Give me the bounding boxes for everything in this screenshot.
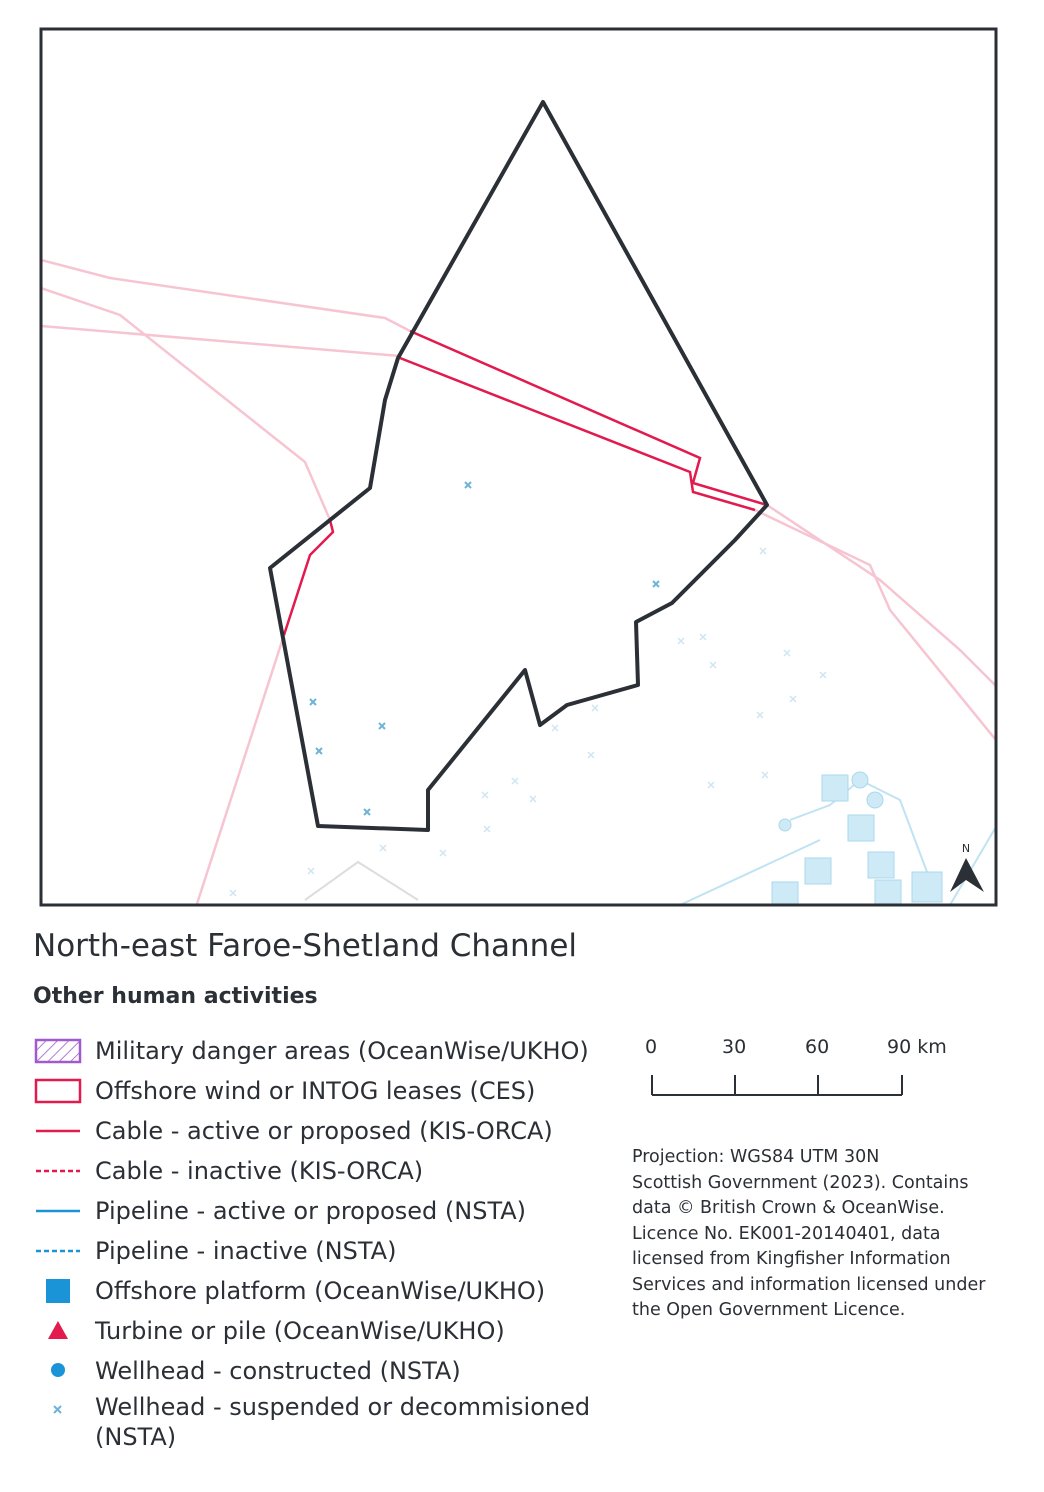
legend-label: Wellhead - constructed (NSTA)	[95, 1357, 461, 1385]
legend-label: Pipeline - inactive (NSTA)	[95, 1237, 397, 1265]
legend-label: Offshore platform (OceanWise/UKHO)	[95, 1277, 546, 1305]
legend-label: Turbine or pile (OceanWise/UKHO)	[95, 1317, 505, 1345]
legend-label: Military danger areas (OceanWise/UKHO)	[95, 1037, 589, 1065]
attribution-line: the Open Government Licence.	[632, 1300, 906, 1320]
scale-bar	[651, 1075, 903, 1096]
scale-label: 90 km	[887, 1036, 947, 1058]
legend-label: Cable - inactive (KIS-ORCA)	[95, 1157, 424, 1185]
attribution: Projection: WGS84 UTM 30N Scottish Gover…	[632, 1145, 985, 1324]
legend-symbols	[34, 1038, 82, 1414]
attribution-line: Projection: WGS84 UTM 30N	[632, 1147, 880, 1167]
legend-label: Cable - active or proposed (KIS-ORCA)	[95, 1117, 553, 1145]
attribution-line: Licence No. EK001-20140401, data	[632, 1223, 941, 1244]
subtitle: Other human activities	[33, 984, 318, 1009]
north-arrow	[950, 858, 984, 892]
attribution-line: licensed from Kingfisher Information	[632, 1249, 951, 1269]
map-features	[41, 100, 996, 905]
north-label: N	[962, 842, 970, 855]
attribution-line: Scottish Government (2023). Contains	[632, 1172, 969, 1193]
attribution-line: data © British Crown & OceanWise.	[632, 1198, 945, 1218]
scale-label: 0	[645, 1036, 658, 1058]
legend-label: Wellhead - suspended or decommisioned (N…	[95, 1393, 591, 1451]
scale-label: 30	[722, 1036, 747, 1058]
attribution-line: Services and information licensed under	[632, 1274, 986, 1295]
legend-label: Pipeline - active or proposed (NSTA)	[95, 1197, 527, 1225]
title: North-east Faroe-Shetland Channel	[33, 928, 577, 964]
map-frame	[39, 27, 998, 907]
legend-label: Offshore wind or INTOG leases (CES)	[95, 1077, 536, 1105]
scale-label: 60	[805, 1036, 830, 1058]
